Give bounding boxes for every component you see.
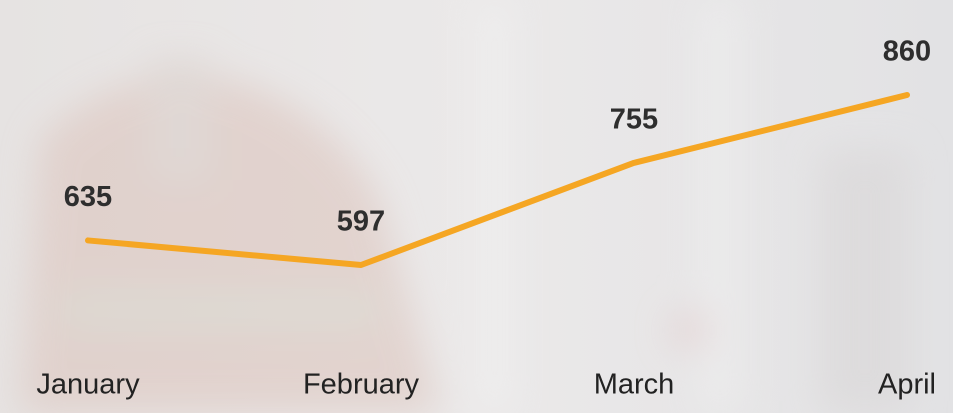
chart-container: 635 597 755 860 January February March April xyxy=(0,0,953,413)
x-tick-label: April xyxy=(878,369,936,401)
data-label: 860 xyxy=(883,36,931,68)
data-label: 597 xyxy=(337,206,385,238)
background xyxy=(0,0,953,413)
x-tick-label: March xyxy=(594,369,675,401)
x-tick-label: January xyxy=(36,369,140,401)
chart: 635 597 755 860 January February March April xyxy=(0,0,953,413)
x-tick-label: February xyxy=(303,369,420,401)
data-label: 635 xyxy=(64,181,112,213)
data-label: 755 xyxy=(610,104,658,136)
